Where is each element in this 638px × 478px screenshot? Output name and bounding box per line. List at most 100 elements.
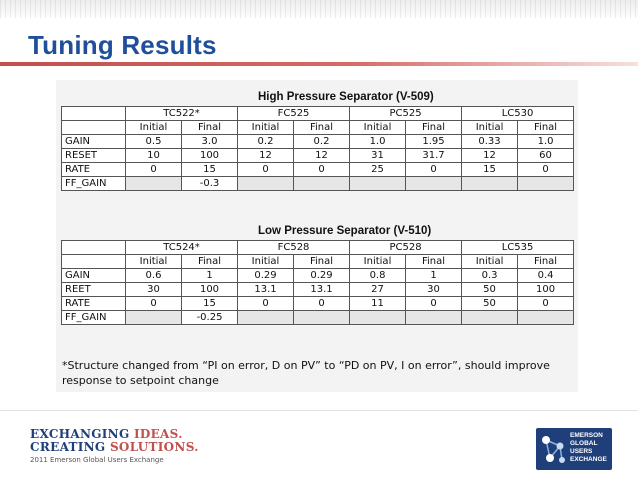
logo-line: EXCHANGE bbox=[570, 456, 607, 463]
table-cell: 0.33 bbox=[461, 134, 519, 149]
table-cell: 0.2 bbox=[292, 134, 351, 149]
tuning-table-low-pressure: TC524* FC528 PC528 LC535 Initial Final I… bbox=[61, 240, 575, 325]
table-row: FF_GAIN -0.25 bbox=[61, 310, 575, 325]
table-cell: 100 bbox=[181, 148, 238, 163]
sub-header: Initial bbox=[125, 254, 182, 269]
table-cell: 15 bbox=[181, 162, 238, 177]
row-label: FF_GAIN bbox=[61, 310, 126, 325]
table-cell: 0.29 bbox=[237, 268, 294, 283]
table-cell: 15 bbox=[181, 296, 238, 311]
logo-line: USERS bbox=[570, 448, 593, 455]
brand-subtitle: 2011 Emerson Global Users Exchange bbox=[30, 456, 164, 464]
table-title-high-pressure: High Pressure Separator (V-509) bbox=[258, 91, 434, 103]
sub-header: Initial bbox=[349, 254, 407, 269]
table-row: RATE 0 15 0 0 11 0 50 0 bbox=[61, 296, 575, 311]
table-cell: 0.3 bbox=[461, 268, 519, 283]
table-cell bbox=[405, 310, 463, 325]
table-cell: 0 bbox=[237, 296, 294, 311]
controller-header-row: TC522* FC525 PC525 LC530 bbox=[61, 106, 575, 121]
table-cell bbox=[461, 310, 519, 325]
header-corner bbox=[61, 106, 126, 121]
table-cell: 50 bbox=[461, 282, 519, 297]
controller-header: TC524* bbox=[125, 240, 238, 255]
header-corner bbox=[61, 254, 126, 269]
header-corner bbox=[61, 240, 126, 255]
table-cell: 30 bbox=[125, 282, 182, 297]
row-label: GAIN bbox=[61, 134, 126, 149]
slide-title: Tuning Results bbox=[28, 30, 217, 60]
sub-header-row: Initial Final Initial Final Initial Fina… bbox=[61, 120, 575, 135]
row-label: RESET bbox=[61, 148, 126, 163]
table-cell: -0.3 bbox=[181, 176, 238, 191]
controller-header: PC528 bbox=[349, 240, 463, 255]
table-row: GAIN 0.5 3.0 0.2 0.2 1.0 1.95 0.33 1.0 bbox=[61, 134, 575, 149]
table-row: GAIN 0.6 1 0.29 0.29 0.8 1 0.3 0.4 bbox=[61, 268, 575, 283]
emerson-exchange-logo: EMERSON GLOBAL USERS EXCHANGE bbox=[536, 428, 612, 470]
table-cell: 0 bbox=[405, 162, 463, 177]
row-label: REET bbox=[61, 282, 126, 297]
logo-text: EMERSON GLOBAL USERS EXCHANGE bbox=[570, 432, 607, 464]
brand-line1-b: IDEAS. bbox=[133, 427, 183, 441]
table-cell: 27 bbox=[349, 282, 407, 297]
table-cell: 0 bbox=[405, 296, 463, 311]
table-cell bbox=[517, 176, 575, 191]
table-cell: 12 bbox=[292, 148, 351, 163]
sub-header: Final bbox=[405, 254, 463, 269]
table-cell: 60 bbox=[517, 148, 575, 163]
table-cell: 0 bbox=[237, 162, 294, 177]
table-cell bbox=[349, 310, 407, 325]
table-cell: 30 bbox=[405, 282, 463, 297]
sub-header: Initial bbox=[125, 120, 182, 135]
controller-header: PC525 bbox=[349, 106, 463, 121]
header-corner bbox=[61, 120, 126, 135]
sub-header: Initial bbox=[349, 120, 407, 135]
table-cell: 10 bbox=[125, 148, 182, 163]
table-cell: 1 bbox=[181, 268, 238, 283]
brand-line2-a: CREATING bbox=[30, 440, 110, 454]
sub-header-row: Initial Final Initial Final Initial Fina… bbox=[61, 254, 575, 269]
table-cell bbox=[237, 176, 294, 191]
table-cell: 1.0 bbox=[517, 134, 575, 149]
table-cell: 31 bbox=[349, 148, 407, 163]
table-cell: 1.0 bbox=[349, 134, 407, 149]
network-nodes-icon bbox=[542, 436, 565, 463]
brand-line2-b: SOLUTIONS. bbox=[109, 440, 199, 454]
table-cell bbox=[461, 176, 519, 191]
table-cell: 12 bbox=[237, 148, 294, 163]
footnote: *Structure changed from “PI on error, D … bbox=[62, 359, 550, 387]
table-cell: 13.1 bbox=[237, 282, 294, 297]
table-cell: 0 bbox=[125, 162, 182, 177]
sub-header: Initial bbox=[237, 120, 294, 135]
brand-wordmark: EXCHANGING IDEAS. CREATING SOLUTIONS. bbox=[30, 428, 199, 454]
brand-line1-a: EXCHANGING bbox=[30, 427, 134, 441]
logo-line: GLOBAL bbox=[570, 440, 598, 447]
table-cell: 0 bbox=[125, 296, 182, 311]
title-underline bbox=[0, 62, 638, 66]
controller-header: LC530 bbox=[461, 106, 575, 121]
table-title-low-pressure: Low Pressure Separator (V-510) bbox=[258, 225, 432, 237]
table-cell: -0.25 bbox=[181, 310, 238, 325]
table-cell: 100 bbox=[517, 282, 575, 297]
table-cell: 12 bbox=[461, 148, 519, 163]
table-cell: 11 bbox=[349, 296, 407, 311]
table-cell bbox=[292, 310, 351, 325]
sub-header: Final bbox=[292, 120, 351, 135]
sub-header: Initial bbox=[461, 254, 519, 269]
table-cell: 13.1 bbox=[292, 282, 351, 297]
table-cell: 0.4 bbox=[517, 268, 575, 283]
sub-header: Final bbox=[517, 254, 575, 269]
table-cell: 0.6 bbox=[125, 268, 182, 283]
table-cell bbox=[292, 176, 351, 191]
sub-header: Final bbox=[181, 120, 238, 135]
table-cell bbox=[125, 310, 182, 325]
table-cell: 0 bbox=[292, 162, 351, 177]
table-cell: 100 bbox=[181, 282, 238, 297]
controller-header: FC525 bbox=[236, 106, 351, 121]
table-row: RESET 10 100 12 12 31 31.7 12 60 bbox=[61, 148, 575, 163]
controller-header: FC528 bbox=[236, 240, 351, 255]
controller-header: TC522* bbox=[125, 106, 238, 121]
table-cell: 50 bbox=[461, 296, 519, 311]
logo-line: EMERSON bbox=[570, 432, 603, 439]
table-cell bbox=[517, 310, 575, 325]
